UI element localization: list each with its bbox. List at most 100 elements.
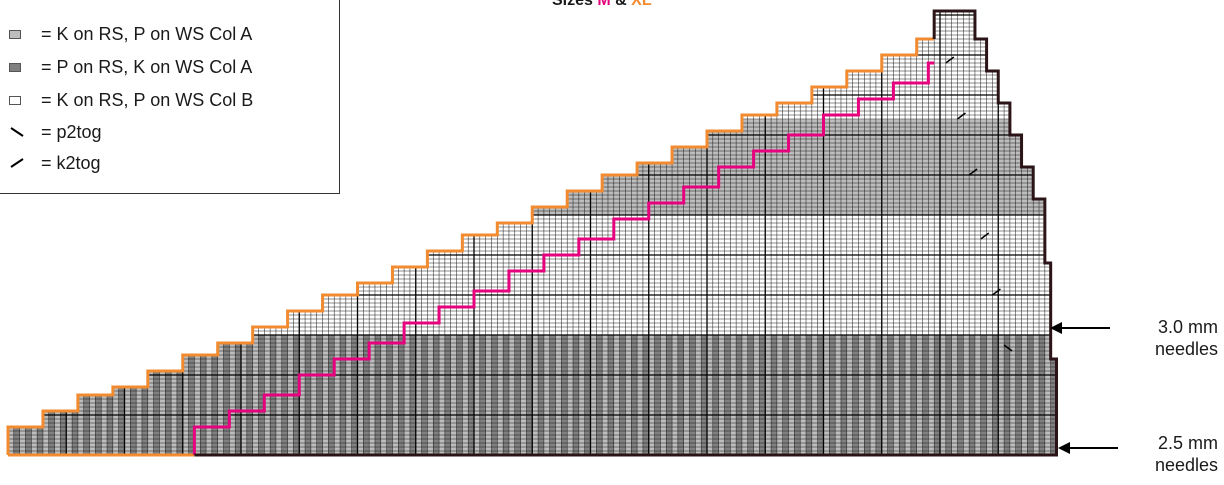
chart-cell-band — [660, 163, 667, 216]
chart-cell-band — [730, 131, 737, 216]
chart-cell-band — [153, 371, 160, 456]
chart-cell-band — [462, 235, 469, 336]
chart-cell-band — [25, 427, 32, 456]
size-xl-outline — [6, 37, 935, 457]
legend-item-p2tog: = p2tog — [9, 120, 102, 144]
chart-cell-band — [8, 427, 15, 456]
chart-cell-band — [392, 267, 399, 336]
chart-cell-band — [188, 355, 195, 456]
chart-cell-band — [759, 115, 766, 120]
chart-cell-band — [66, 411, 73, 456]
k2tog-mark — [968, 168, 978, 176]
chart-cell-band — [42, 411, 50, 456]
chart-cell-band — [374, 283, 382, 336]
chart-cell-band — [95, 395, 102, 456]
chart-cell-band — [409, 267, 417, 336]
needle-size-2-5mm-label: 2.5 mm needles — [1154, 433, 1218, 475]
needle-size-3mm-label: 3.0 mm needles — [1154, 317, 1218, 359]
chart-cell-band — [433, 251, 440, 336]
chart-cell-band — [683, 147, 690, 216]
chart-cell-band — [707, 131, 714, 216]
chart-cell-band — [741, 115, 749, 120]
chart-cell-band — [672, 147, 679, 216]
chart-cell-band — [771, 115, 778, 120]
chart-cell-band — [77, 395, 85, 456]
chart-cell-band — [194, 355, 201, 456]
sizes-title: Sizes M & XL — [552, 0, 652, 9]
chart-cell-band — [736, 131, 743, 216]
chart-cell-band — [439, 251, 446, 336]
chart-cell-band — [666, 163, 673, 216]
chart-cell-band — [485, 235, 492, 336]
legend-item-p-rs-col-a: = P on RS, K on WS Col A — [9, 55, 252, 79]
chart-cell-band — [421, 267, 428, 336]
chart-cell-band — [398, 267, 405, 336]
chart-cell-band — [124, 387, 131, 456]
chart-cell-band — [969, 11, 976, 120]
k2tog-icon — [10, 158, 24, 168]
chart-cell-band — [450, 251, 457, 336]
chart-cell-band — [141, 387, 149, 456]
chart-cell-band — [701, 147, 708, 216]
legend-label: = p2tog — [41, 121, 102, 142]
chart-cell-band — [72, 411, 79, 456]
k2tog-mark — [980, 232, 990, 240]
legend-label: = P on RS, K on WS Col A — [41, 56, 253, 77]
chart-cell-band — [211, 355, 218, 456]
chart-cell-band — [171, 371, 178, 456]
chart-cell-band — [427, 251, 434, 336]
chart-cell-band — [712, 131, 719, 216]
arrow-left-icon — [1058, 442, 1118, 454]
chart-cell-band — [176, 371, 184, 456]
chart-cell-band — [444, 251, 451, 336]
legend-label: = K on RS, P on WS Col B — [41, 89, 254, 110]
chart-cell-band — [468, 235, 475, 336]
chart-cell-band — [54, 411, 61, 456]
chart-cell-band — [479, 235, 486, 336]
chart-cell-band — [182, 355, 189, 456]
chart-cell-band — [48, 411, 55, 456]
chart-cell-band — [206, 355, 213, 456]
chart-cell-band — [654, 163, 661, 216]
chart-cell-band — [753, 115, 760, 120]
chart-cell-band — [159, 371, 166, 456]
chart-cell-band — [404, 267, 411, 336]
chart-cell-band — [60, 411, 67, 456]
col-a-dark-swatch — [9, 62, 21, 72]
legend: = K on RS, P on WS Col A = P on RS, K on… — [0, 0, 340, 194]
chart-cell-band — [940, 11, 947, 120]
chart-cell-band — [474, 235, 481, 336]
chart-cell-band — [951, 11, 958, 120]
chart-cell-band — [934, 11, 941, 120]
chart-cell-band — [963, 11, 970, 120]
col-b-swatch — [9, 95, 21, 105]
chart-cell-band — [695, 147, 702, 216]
col-a-light-swatch — [9, 29, 21, 39]
chart-cell-band — [89, 395, 96, 456]
chart-cell-band — [677, 147, 684, 216]
chart-cell-band — [386, 283, 393, 336]
chart-cell-band — [648, 163, 655, 216]
chart-cell-band — [637, 163, 644, 216]
size-m-outline — [192, 61, 935, 455]
chart-cell-band — [363, 283, 370, 336]
chart-cell-band — [165, 371, 172, 456]
chart-cell-band — [83, 395, 90, 456]
chart-cell-band — [118, 387, 125, 456]
chart-cell-band — [380, 283, 387, 336]
outer-outline — [194, 9, 1058, 457]
chart-cell-band — [718, 131, 725, 216]
chart-cell-band — [415, 267, 422, 336]
chart-cell-band — [765, 115, 772, 120]
chart-cell-band — [107, 395, 114, 456]
chart-cell-band — [136, 387, 143, 456]
chart-cell-band — [13, 427, 20, 456]
legend-label: = k2tog — [41, 152, 101, 173]
chart-cell-band — [369, 283, 376, 336]
chart-cell-band — [101, 395, 108, 456]
chart-cell-band — [689, 147, 696, 216]
legend-item-k-rs-col-b: = K on RS, P on WS Col B — [9, 88, 253, 112]
chart-cell-band — [37, 427, 44, 456]
arrow-left-icon — [1050, 322, 1110, 334]
k2tog-mark — [945, 56, 955, 64]
